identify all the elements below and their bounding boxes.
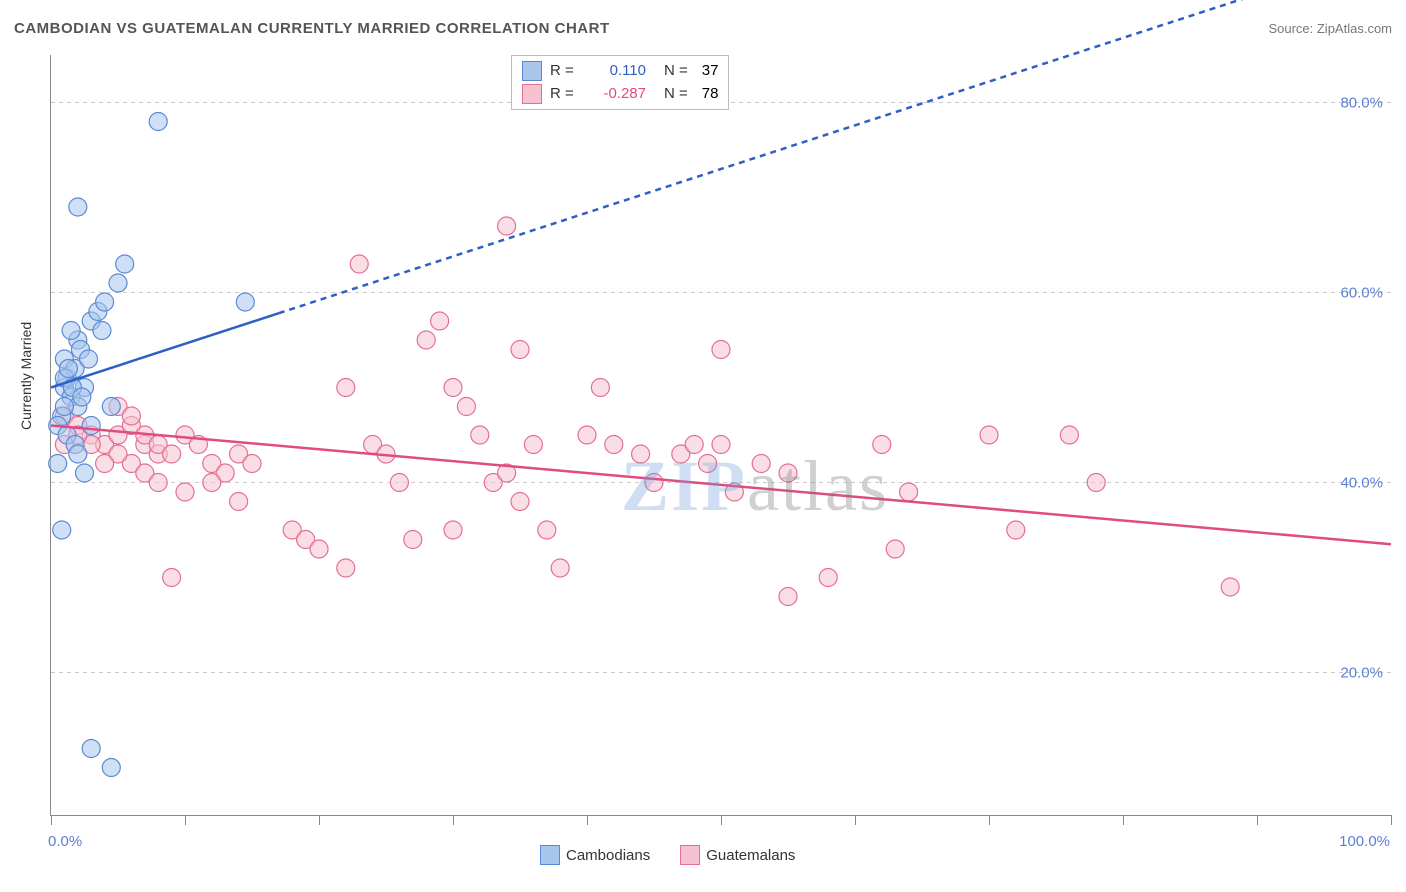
x-tick [319, 815, 320, 825]
x-tick [1391, 815, 1392, 825]
x-axis-label-right: 100.0% [1339, 833, 1390, 850]
x-axis-label-left: 0.0% [48, 833, 82, 850]
x-tick [185, 815, 186, 825]
correlation-legend: R = 0.110 N = 37 R = -0.287 N = 78 [511, 55, 729, 110]
chart-header: CAMBODIAN VS GUATEMALAN CURRENTLY MARRIE… [14, 20, 1392, 37]
y-tick-label: 40.0% [1340, 474, 1383, 491]
chart-title: CAMBODIAN VS GUATEMALAN CURRENTLY MARRIE… [14, 20, 610, 37]
y-tick-label: 60.0% [1340, 284, 1383, 301]
legend-n-value-blue: 37 [702, 60, 719, 83]
legend-r-value-blue: 0.110 [588, 60, 646, 83]
x-tick [587, 815, 588, 825]
chart-svg [51, 55, 1391, 815]
plot-area: R = 0.110 N = 37 R = -0.287 N = 78 ZIPat… [50, 55, 1391, 816]
legend-swatch-blue [522, 61, 542, 81]
legend-n-value-pink: 78 [702, 83, 719, 106]
legend-label-guatemalans: Guatemalans [706, 847, 795, 864]
legend-r-label: R = [550, 83, 580, 106]
legend-swatch-guatemalans [680, 845, 700, 865]
legend-row-blue: R = 0.110 N = 37 [522, 60, 718, 83]
series-legend: Cambodians Guatemalans [540, 845, 795, 865]
legend-n-label: N = [664, 83, 688, 106]
x-tick [453, 815, 454, 825]
y-tick-label: 80.0% [1340, 94, 1383, 111]
x-tick [989, 815, 990, 825]
chart-source: Source: ZipAtlas.com [1268, 21, 1392, 36]
x-tick [721, 815, 722, 825]
x-tick [1123, 815, 1124, 825]
y-axis-title: Currently Married [18, 322, 34, 430]
legend-r-label: R = [550, 60, 580, 83]
legend-r-value-pink: -0.287 [588, 83, 646, 106]
legend-swatch-pink [522, 84, 542, 104]
x-tick [855, 815, 856, 825]
legend-swatch-cambodians [540, 845, 560, 865]
legend-item-cambodians: Cambodians [540, 845, 650, 865]
x-tick [1257, 815, 1258, 825]
legend-item-guatemalans: Guatemalans [680, 845, 795, 865]
legend-label-cambodians: Cambodians [566, 847, 650, 864]
legend-n-label: N = [664, 60, 688, 83]
legend-row-pink: R = -0.287 N = 78 [522, 83, 718, 106]
y-tick-label: 20.0% [1340, 664, 1383, 681]
x-tick [51, 815, 52, 825]
